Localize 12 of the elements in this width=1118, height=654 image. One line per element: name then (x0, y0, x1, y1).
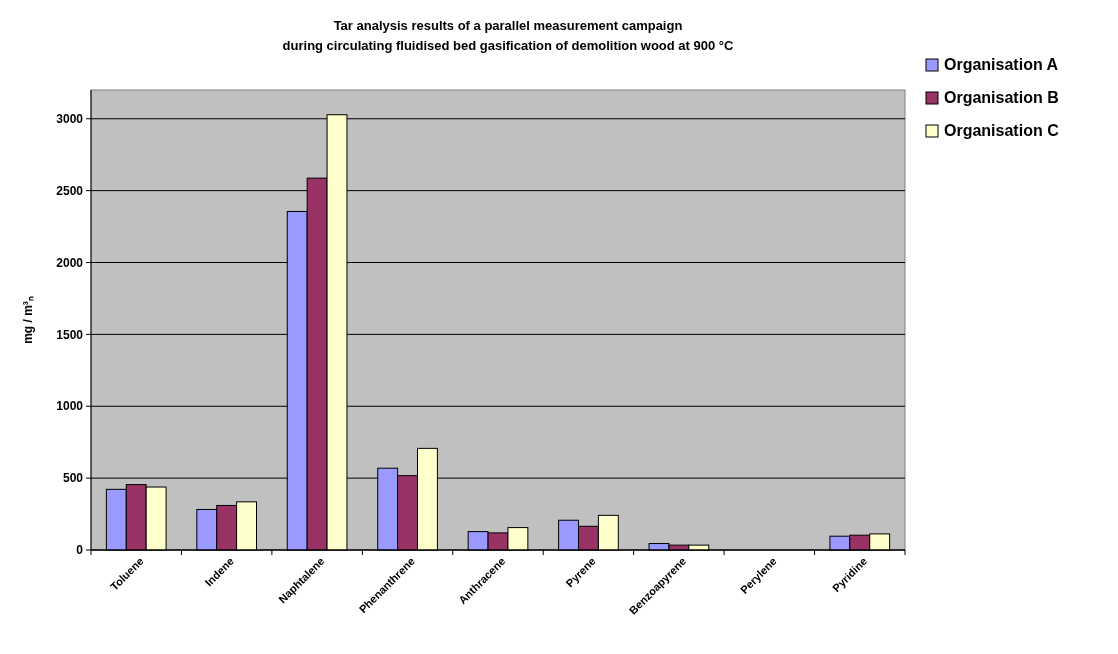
y-axis-title: mg / m³ₙ (21, 296, 35, 344)
y-tick-label: 2000 (56, 255, 84, 270)
legend-label: Organisation A (944, 56, 1059, 73)
y-tick-label: 1500 (56, 327, 84, 342)
y-tick-label: 500 (62, 471, 84, 486)
legend-label: Organisation C (944, 122, 1060, 139)
legend-label: Organisation B (944, 89, 1059, 106)
y-tick-label: 0 (76, 543, 84, 558)
y-tick-label: 1000 (56, 399, 84, 414)
y-tick-label: 3000 (56, 111, 84, 126)
chart-title: Tar analysis results of a parallel measurement campaign during circulating fluidised bed gasification of demolition wood at 900 °C (282, 18, 735, 53)
y-tick-label: 2500 (56, 183, 84, 198)
